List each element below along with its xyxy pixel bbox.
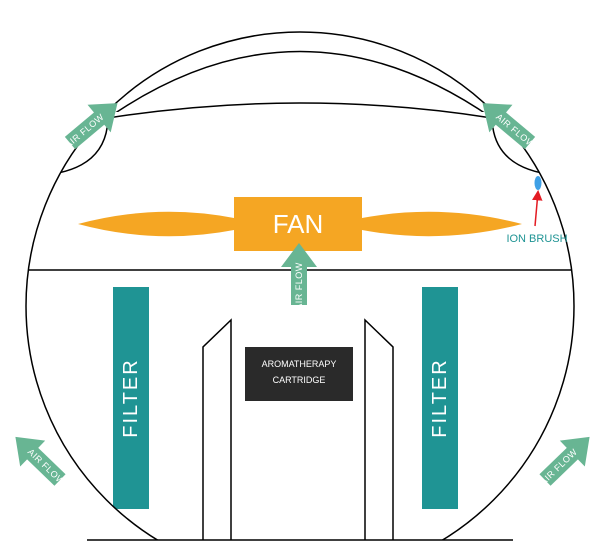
filter-label: FILTER	[429, 358, 451, 437]
fan-label: FAN	[273, 209, 324, 239]
ion-brush-dot	[535, 176, 542, 190]
ion-label: ION BRUSH	[506, 233, 567, 245]
af-bot-right: AIR FLOW	[529, 424, 602, 496]
ion-arrow	[535, 192, 538, 226]
af-center: AIR FLOW	[281, 243, 317, 310]
fan-blade-right	[362, 212, 522, 237]
cartridge	[245, 347, 353, 401]
af-bot-left: AIR FLOW	[3, 424, 76, 496]
airflow-label: AIR FLOW	[294, 262, 304, 310]
filter-label: FILTER	[120, 358, 142, 437]
airflow-label: AIR FLOW	[26, 447, 67, 487]
fan-blade-left	[78, 212, 234, 237]
cartridge-label-2: CARTRIDGE	[273, 375, 326, 385]
airflow-label: AIR FLOW	[538, 447, 579, 487]
cartridge-label-1: AROMATHERAPY	[262, 359, 337, 369]
